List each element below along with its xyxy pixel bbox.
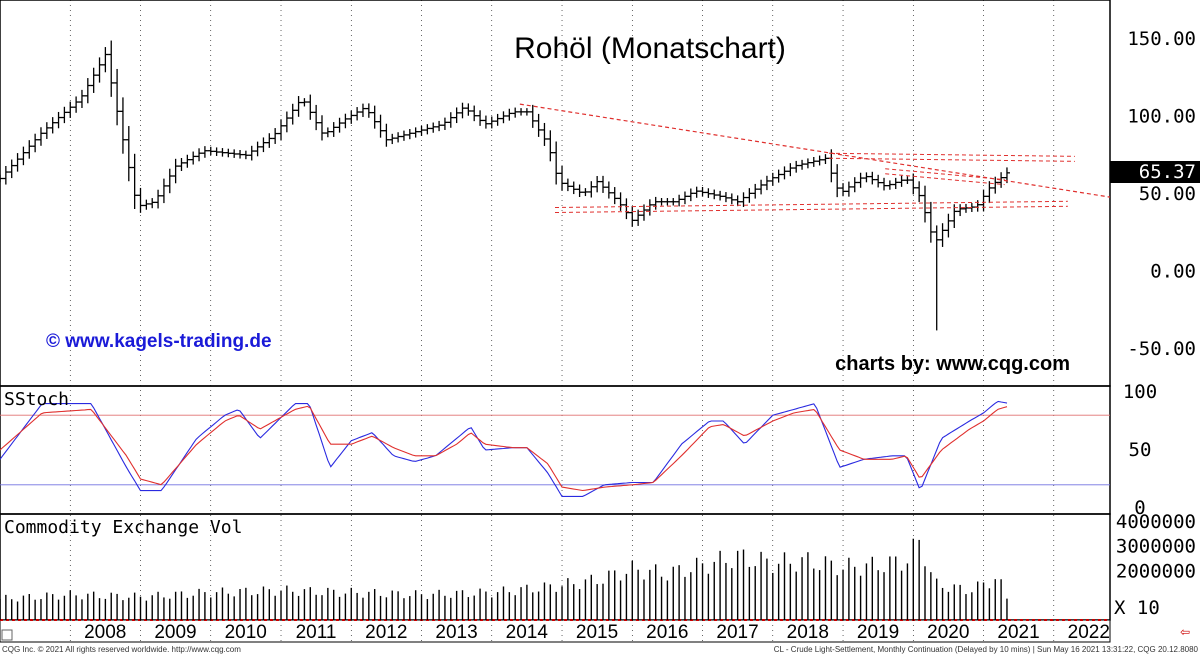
stoch-title: SStoch xyxy=(4,389,69,410)
price-tick-label: 150.00 xyxy=(1127,28,1196,50)
volume-tick-label: 3000000 xyxy=(1116,536,1196,558)
footer-left: CQG Inc. © 2021 All rights reserved worl… xyxy=(2,645,241,654)
x-tick-label: 2008 xyxy=(84,622,126,643)
stoch-k-line xyxy=(0,400,1008,497)
channel-line xyxy=(885,168,1005,181)
stoch-lines xyxy=(0,400,1110,497)
x-tick-label: 2014 xyxy=(506,622,549,643)
price-tick-label: -50.00 xyxy=(1127,338,1196,360)
x-tick-label: 2019 xyxy=(857,622,899,643)
trend-lines xyxy=(519,103,1111,213)
year-gridlines xyxy=(69,0,1055,642)
volume-tick-label: 2000000 xyxy=(1116,560,1196,582)
channel-line xyxy=(885,173,1005,186)
price-tick-label: 50.00 xyxy=(1139,183,1196,205)
x-tick-label: 2020 xyxy=(927,622,969,643)
x-tick-label: 2015 xyxy=(576,622,618,643)
x-tick-label: 2010 xyxy=(225,622,267,643)
stoch-tick-label: 50 xyxy=(1129,439,1152,461)
last-price-value: 65.37 xyxy=(1139,161,1196,183)
chart-title: Rohöl (Monatschart) xyxy=(514,32,786,65)
footer-right: CL - Crude Light-Settlement, Monthly Con… xyxy=(774,645,1199,654)
x-tick-label: 2013 xyxy=(435,622,477,643)
x-tick-label: 2022 xyxy=(1068,622,1110,643)
x-tick-label: 2017 xyxy=(716,622,758,643)
x-tick-label: 2012 xyxy=(365,622,407,643)
channel-line xyxy=(828,152,1075,157)
volume-title: Commodity Exchange Vol xyxy=(4,517,242,538)
x-axis-labels: 2008 2009 2010 2011 2012 2013 2014 2015 2016 2017… xyxy=(84,622,1110,643)
stoch-tick-label: 0 xyxy=(1134,497,1145,519)
volume-bars xyxy=(0,538,1008,620)
price-ohlc-bars xyxy=(0,40,1010,331)
credit-text: charts by: www.cqg.com xyxy=(835,353,1070,375)
scroll-right-arrow-icon[interactable]: ⇦ xyxy=(1180,625,1190,639)
x-tick-label: 2021 xyxy=(997,622,1039,643)
channel-line xyxy=(828,157,1075,162)
x-tick-label: 2009 xyxy=(154,622,196,643)
volume-tick-label: 4000000 xyxy=(1116,511,1196,533)
scroll-box[interactable] xyxy=(1,629,13,641)
channel-line xyxy=(554,205,1068,213)
x-tick-label: 2016 xyxy=(646,622,688,643)
y-axis-labels: 150.00 100.00 50.00 0.00 -50.00 100 50 04000000… xyxy=(1116,28,1196,582)
x-tick-label: 2011 xyxy=(296,622,337,643)
trendline-down xyxy=(519,103,1111,198)
volume-multiplier: X 10 xyxy=(1114,597,1160,619)
price-tick-label: 0.00 xyxy=(1150,261,1196,283)
watermark-text: © www.kagels-trading.de xyxy=(46,331,272,352)
price-tick-label: 100.00 xyxy=(1127,106,1196,128)
x-tick-label: 2018 xyxy=(787,622,829,643)
last-price-badge xyxy=(1110,161,1200,183)
stoch-tick-label: 100 xyxy=(1123,381,1157,403)
channel-line xyxy=(554,200,1068,208)
stoch-pane xyxy=(0,385,1111,515)
stoch-d-line xyxy=(0,405,1008,492)
